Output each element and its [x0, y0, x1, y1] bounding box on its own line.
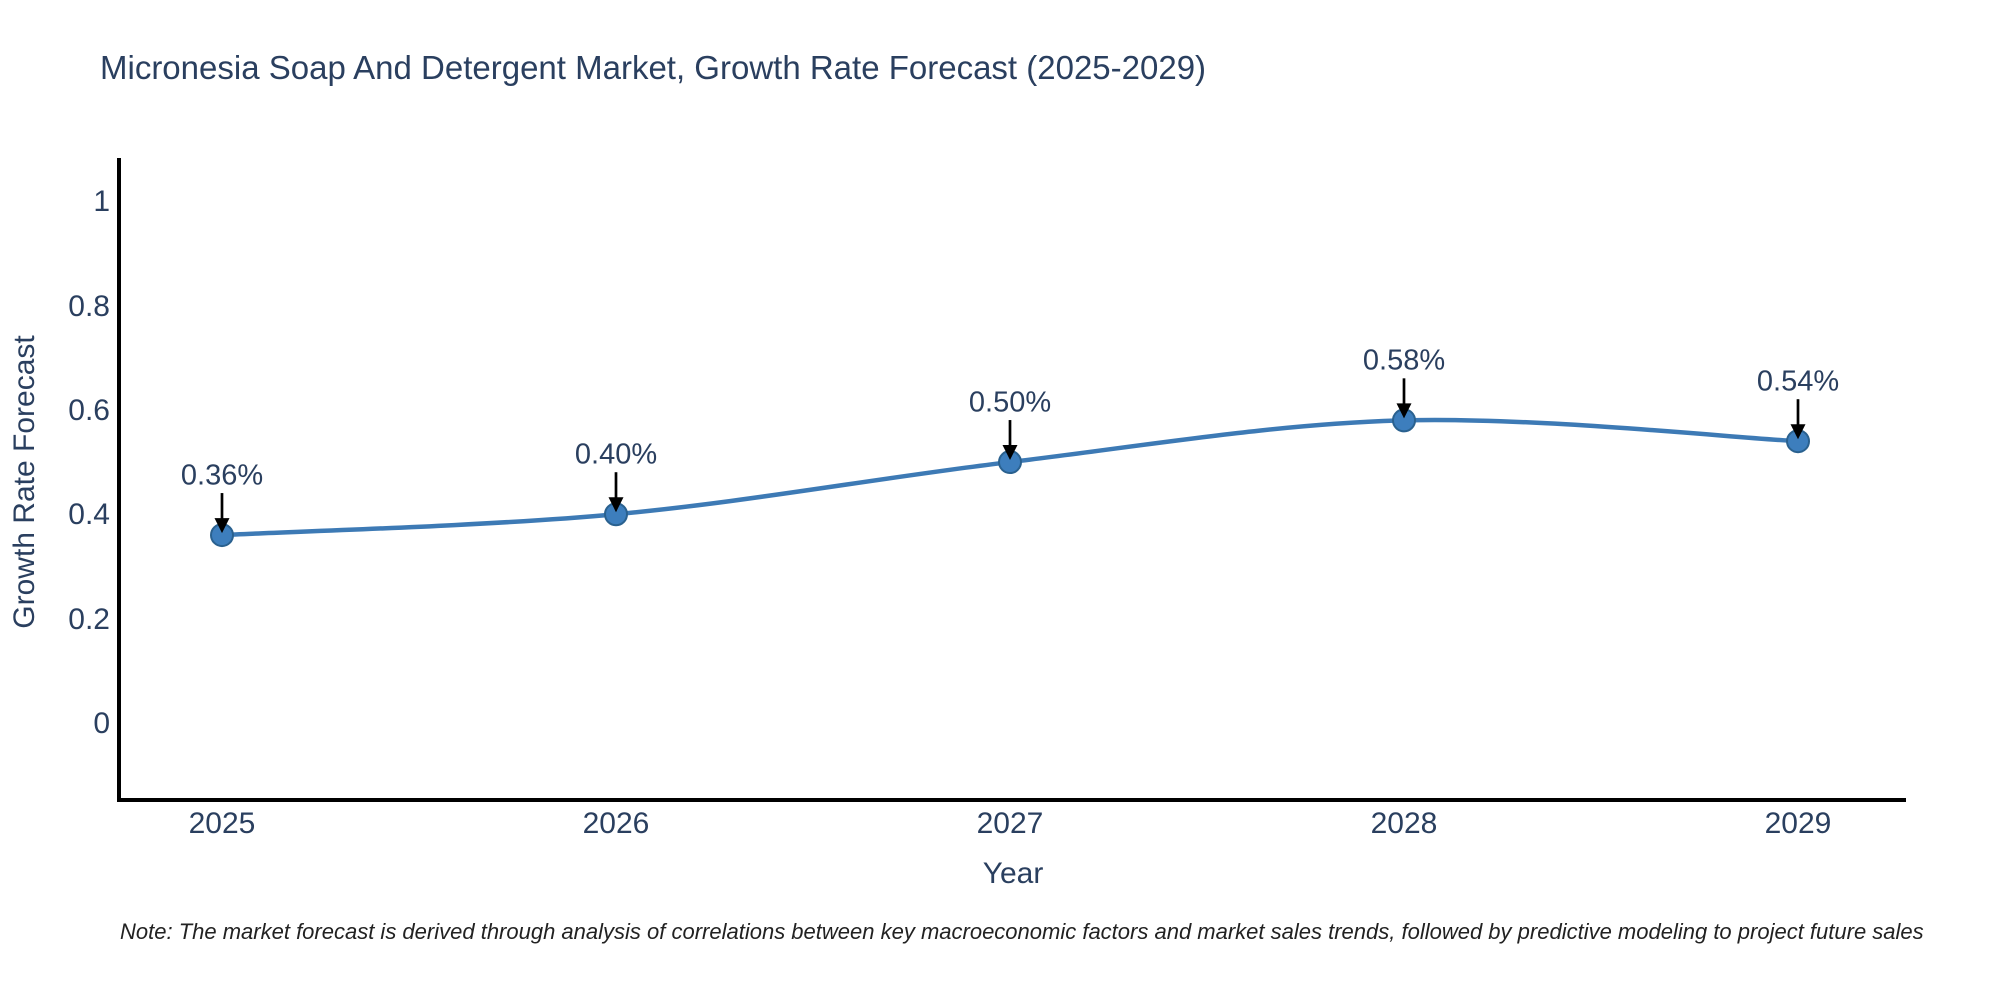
annotation-label: 0.36%: [180, 459, 264, 492]
annotation-label: 0.40%: [574, 438, 658, 471]
annotation-arrowhead: [1790, 424, 1806, 440]
y-tick-label: 0.2: [68, 602, 110, 636]
y-tick-label: 1: [93, 185, 110, 219]
annotation-arrowhead: [608, 497, 624, 513]
x-axis-title: Year: [982, 857, 1044, 890]
x-tick-label: 2025: [188, 807, 256, 840]
y-tick-label: 0.8: [68, 289, 110, 323]
annotation-arrowhead: [1002, 445, 1018, 461]
footnote: Note: The market forecast is derived thr…: [120, 919, 1924, 944]
y-tick-label: 0.6: [68, 393, 110, 427]
x-tick-label: 2026: [582, 807, 650, 840]
annotation-arrowhead: [1396, 403, 1412, 419]
annotation-label: 0.58%: [1362, 344, 1446, 377]
y-tick-label: 0.4: [68, 498, 110, 532]
chart-title: Micronesia Soap And Detergent Market, Gr…: [100, 49, 1207, 86]
x-tick-label: 2027: [976, 807, 1044, 840]
y-tick-label: 0: [93, 706, 110, 740]
x-tick-label: 2029: [1764, 807, 1832, 840]
annotation-arrowhead: [214, 518, 230, 534]
x-tick-label: 2028: [1370, 807, 1438, 840]
annotation-label: 0.50%: [968, 386, 1052, 419]
annotation-label: 0.54%: [1756, 365, 1840, 398]
